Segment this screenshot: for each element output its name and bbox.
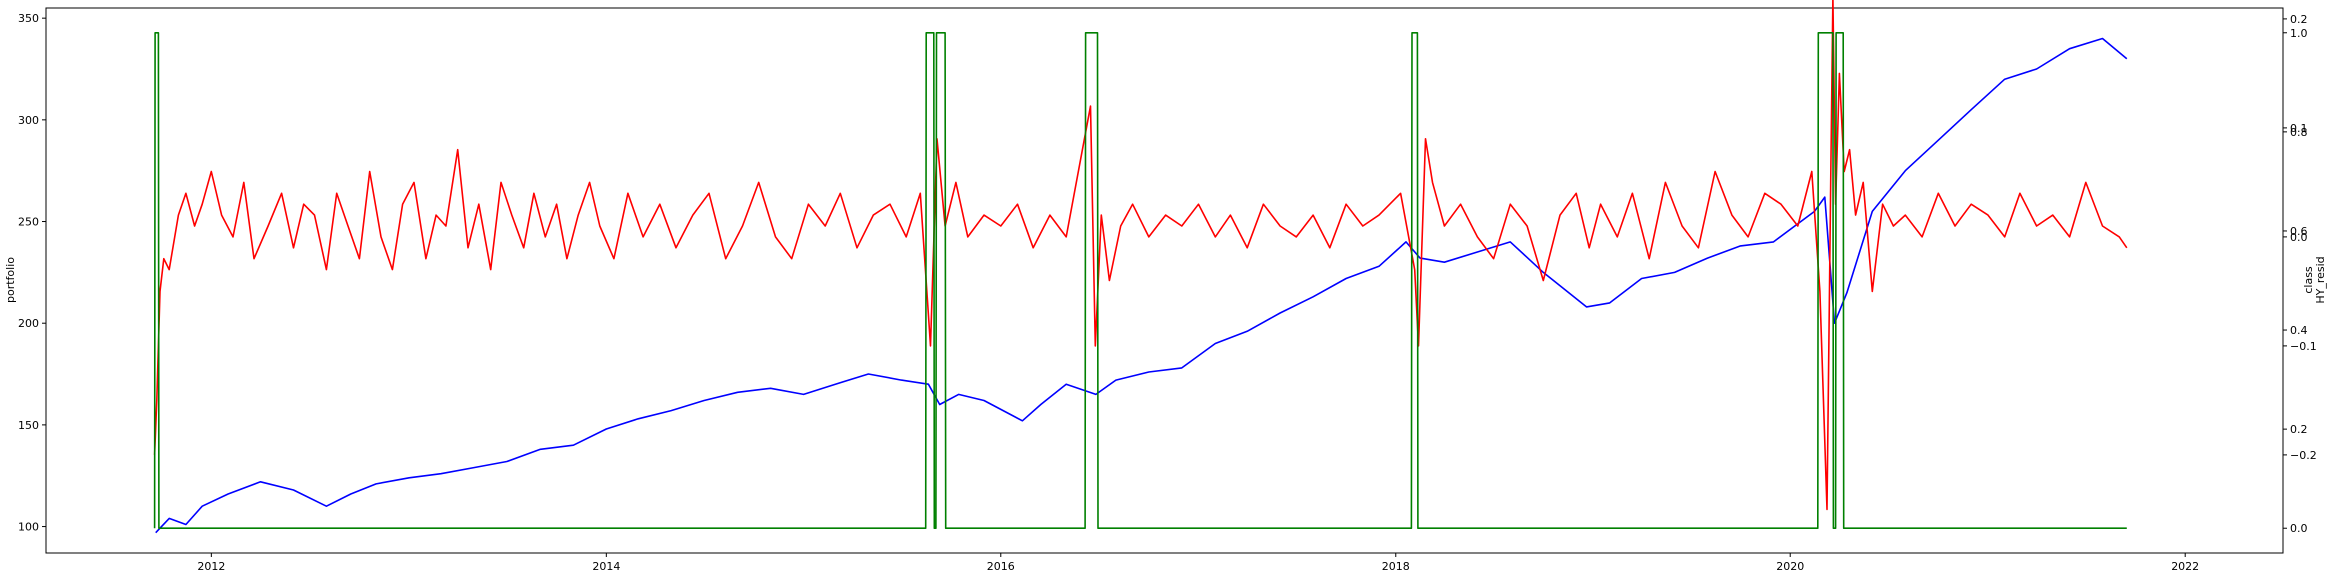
x-tick-label: 2014 — [592, 560, 620, 573]
series-class-line — [153, 31, 2127, 530]
series-hy-resid-line — [153, 0, 2128, 511]
right-y-tick-label: 0.1 — [2290, 122, 2308, 135]
left-y-tick-label: 350 — [18, 12, 39, 25]
left-axis-label: portfolio — [4, 257, 17, 303]
plot-frame — [45, 7, 2284, 554]
right-y-tick-label: 1.0 — [2290, 27, 2308, 40]
right-y-axis: 0.0 0.2 0.4 0.6 0.8 1.0 −0.2 −0.1 0.0 0.1 0.2 — [2283, 13, 2317, 535]
right-axis-label-class: class — [2302, 266, 2315, 294]
x-tick-label: 2012 — [197, 560, 225, 573]
right-y-tick-label: 0.6 — [2290, 225, 2308, 238]
left-y-axis: 100 150 200 250 300 350 — [18, 12, 46, 534]
left-y-tick-label: 250 — [18, 216, 39, 229]
right-y-tick-label: 0.2 — [2290, 13, 2308, 26]
x-axis: 2012 2014 2016 2018 2020 2022 — [197, 553, 2199, 573]
right-y-tick-label: 0.2 — [2290, 423, 2308, 436]
x-tick-label: 2020 — [1776, 560, 1804, 573]
right-y-tick-label: 0.4 — [2290, 324, 2308, 337]
right-y-tick-label: −0.2 — [2290, 449, 2317, 462]
series-group — [153, 0, 2128, 534]
right-axis-label-hy-resid: HY_resid — [2314, 256, 2327, 303]
left-y-tick-label: 200 — [18, 317, 39, 330]
right-y-tick-label: −0.1 — [2290, 340, 2317, 353]
left-y-tick-label: 150 — [18, 419, 39, 432]
left-y-tick-label: 300 — [18, 114, 39, 127]
right-y-tick-label: 0.0 — [2290, 231, 2308, 244]
x-tick-label: 2022 — [2171, 560, 2199, 573]
right-y-tick-label: 0.0 — [2290, 522, 2308, 535]
left-y-tick-label: 100 — [18, 521, 39, 534]
x-tick-label: 2018 — [1382, 560, 1410, 573]
x-tick-label: 2016 — [987, 560, 1015, 573]
series-portfolio-line — [155, 37, 2128, 534]
right-y-tick-label: 0.8 — [2290, 126, 2308, 139]
